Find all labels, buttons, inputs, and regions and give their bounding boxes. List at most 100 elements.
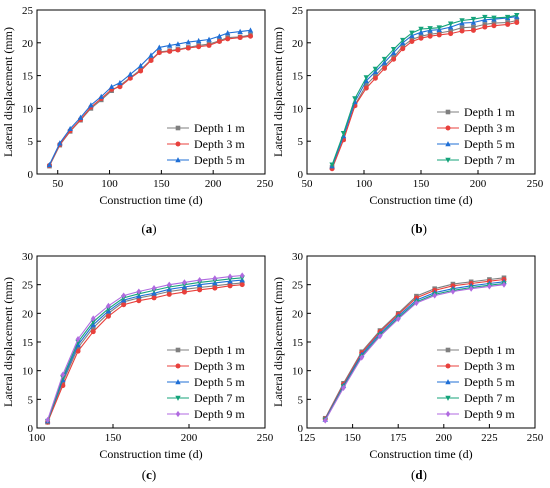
data-point xyxy=(148,52,154,58)
data-point xyxy=(448,31,454,37)
y-tick-label: 15 xyxy=(22,337,34,349)
x-tick-label: 100 xyxy=(101,178,118,190)
y-tick-label: 20 xyxy=(292,38,304,50)
plot-frame xyxy=(36,9,266,175)
legend-entry: Depth 5 m xyxy=(464,137,515,151)
data-point xyxy=(166,281,172,288)
data-point xyxy=(373,73,378,78)
data-point xyxy=(436,25,442,31)
y-tick-label: 10 xyxy=(292,103,304,115)
data-point xyxy=(185,45,191,51)
legend-swatch-marker xyxy=(175,347,181,353)
data-point xyxy=(247,33,253,39)
panel-a: 50 100 150 200 250 0 5 10 15 20 25 Construction tim… xyxy=(1,5,274,207)
legend-entry: Depth 1 m xyxy=(464,105,515,119)
legend-swatch-marker xyxy=(445,395,451,401)
data-point xyxy=(381,56,388,63)
data-point xyxy=(482,22,488,27)
legend-entry: Depth 1 m xyxy=(194,343,245,357)
data-point xyxy=(182,279,187,286)
data-point xyxy=(57,140,63,146)
data-point xyxy=(195,37,202,44)
data-point xyxy=(137,62,144,69)
y-tick-label: 25 xyxy=(22,280,34,292)
legend: Depth 1 m Depth 3 m Depth 5 m Depth 7 m xyxy=(437,105,515,167)
data-point xyxy=(197,276,202,284)
legend-entry: Depth 7 m xyxy=(194,391,245,405)
y-axis-label: Lateral displacement (mm) xyxy=(1,277,15,407)
data-point xyxy=(504,14,511,21)
data-point xyxy=(156,50,162,56)
legend-swatch-marker xyxy=(445,157,451,163)
data-point xyxy=(468,285,474,292)
data-point xyxy=(436,32,442,38)
legend-swatch-marker xyxy=(445,125,451,131)
legend-entry: Depth 5 m xyxy=(194,153,245,167)
data-point xyxy=(148,58,154,64)
y-tick-label: 15 xyxy=(22,71,34,83)
data-point xyxy=(372,66,379,72)
data-point xyxy=(90,315,96,322)
legend-swatch-marker xyxy=(175,363,181,369)
legend-entry: Depth 9 m xyxy=(194,407,245,421)
data-point xyxy=(237,35,243,41)
data-point xyxy=(459,25,465,31)
data-point xyxy=(105,306,112,312)
legend-entry: Depth 7 m xyxy=(464,391,515,405)
y-tick-label: 25 xyxy=(22,5,34,17)
data-point xyxy=(105,313,111,319)
data-point xyxy=(225,36,231,42)
series-depth-7-m xyxy=(329,12,520,168)
data-point xyxy=(60,375,66,381)
series-depth-5-m xyxy=(46,27,254,168)
panel-b: 50 100 150 200 250 0 5 10 15 20 25 Construction tim… xyxy=(271,5,544,207)
data-point xyxy=(470,19,477,25)
y-tick-label: 20 xyxy=(292,308,304,320)
data-point xyxy=(166,291,172,297)
x-tick-label: 250 xyxy=(257,432,274,444)
data-point xyxy=(447,21,454,27)
y-axis-label: Lateral displacement (mm) xyxy=(271,277,285,407)
legend-swatch-marker xyxy=(175,379,181,385)
data-point xyxy=(121,292,126,299)
data-point xyxy=(117,84,123,90)
series-line xyxy=(47,277,243,422)
data-point xyxy=(514,12,520,19)
data-point xyxy=(108,83,115,90)
data-point xyxy=(359,354,365,361)
y-tick-label: 0 xyxy=(28,169,34,181)
panel-label: (a) xyxy=(141,221,156,236)
data-point xyxy=(459,18,465,24)
data-point xyxy=(106,302,111,309)
legend-entry: Depth 9 m xyxy=(464,407,515,421)
data-point xyxy=(322,417,328,424)
data-point xyxy=(46,161,53,168)
y-tick-label: 15 xyxy=(292,337,304,349)
y-tick-label: 0 xyxy=(298,169,304,181)
data-point xyxy=(75,336,81,343)
data-point xyxy=(181,289,187,295)
series-depth-9-m xyxy=(45,272,245,424)
data-point xyxy=(212,275,218,282)
x-tick-label: 150 xyxy=(105,432,122,444)
legend-swatch-marker xyxy=(175,395,181,401)
data-point xyxy=(206,42,212,48)
data-point xyxy=(363,77,369,84)
legend-entry: Depth 3 m xyxy=(194,359,245,373)
panel-label: (d) xyxy=(411,467,427,482)
data-point xyxy=(450,288,456,295)
series-line xyxy=(47,282,243,423)
data-point xyxy=(377,333,383,340)
data-point xyxy=(448,28,453,34)
y-axis-label: Lateral displacement (mm) xyxy=(271,27,285,157)
data-point xyxy=(491,20,497,26)
legend-entry: Depth 5 m xyxy=(464,375,515,389)
data-point xyxy=(432,292,437,299)
x-tick-label: 150 xyxy=(153,178,170,190)
x-tick-label: 200 xyxy=(436,432,453,444)
x-tick-label: 100 xyxy=(29,432,46,444)
data-point xyxy=(90,325,96,330)
data-point xyxy=(400,46,406,52)
data-point xyxy=(391,56,397,62)
data-point xyxy=(45,416,50,424)
